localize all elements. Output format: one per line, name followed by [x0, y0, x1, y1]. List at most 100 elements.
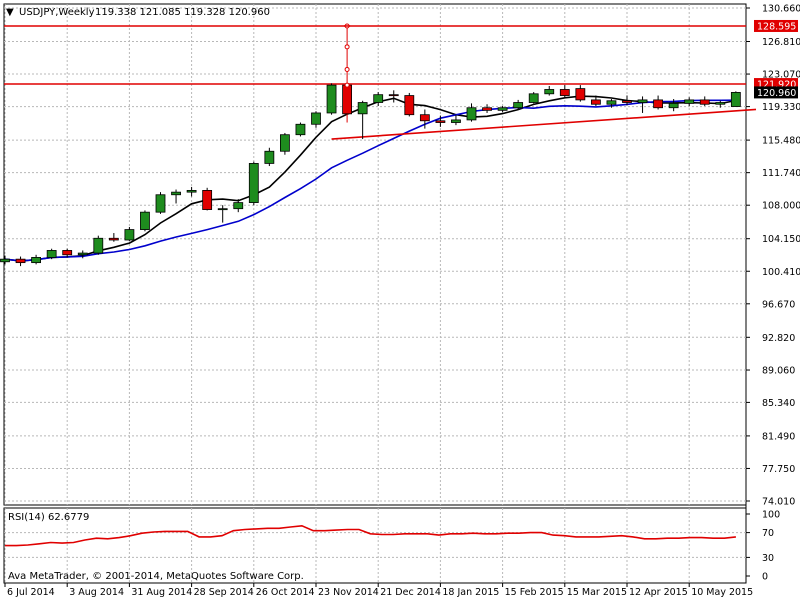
candle[interactable]	[217, 205, 228, 223]
candle[interactable]	[15, 256, 26, 267]
candle[interactable]	[171, 189, 181, 204]
x-tick-label: 12 Apr 2015	[629, 587, 688, 598]
candle[interactable]	[606, 99, 617, 108]
candle[interactable]	[0, 255, 10, 265]
candle[interactable]	[559, 85, 570, 98]
candle[interactable]	[730, 91, 741, 107]
candle[interactable]	[295, 122, 306, 137]
x-tick-label: 6 Jul 2014	[7, 587, 55, 598]
x-tick-label: 10 May 2015	[691, 587, 753, 598]
candle[interactable]	[124, 226, 135, 241]
y-tick-label: 111.740	[762, 168, 800, 179]
candle-body	[202, 190, 213, 210]
candle[interactable]	[77, 250, 88, 259]
candle[interactable]	[451, 114, 461, 126]
rsi-tick-label: 70	[762, 528, 774, 539]
y-tick-label: 92.820	[762, 333, 795, 344]
candle[interactable]	[357, 100, 368, 140]
candle-body	[435, 120, 446, 123]
candle-body	[311, 112, 321, 125]
y-tick-label: 85.340	[762, 398, 795, 409]
candle-body	[404, 95, 415, 116]
trend-line[interactable]	[331, 108, 757, 140]
candle[interactable]	[653, 95, 663, 110]
candle[interactable]	[699, 96, 710, 106]
candle[interactable]	[497, 105, 508, 113]
candle-body	[46, 250, 57, 258]
candle[interactable]	[388, 90, 399, 103]
candle-body	[482, 107, 492, 111]
candle[interactable]	[435, 115, 446, 127]
candle[interactable]	[264, 147, 275, 167]
candle[interactable]	[419, 109, 430, 129]
candle-body	[668, 102, 679, 109]
candle[interactable]	[155, 192, 166, 214]
ma-slow-line[interactable]	[4, 99, 736, 262]
candle-body	[357, 102, 368, 115]
candle-body	[186, 190, 197, 193]
price-tag-label: 128.595	[757, 21, 796, 32]
candle[interactable]	[62, 248, 73, 258]
y-tick-label: 123.070	[762, 70, 800, 81]
candle-body	[15, 258, 26, 264]
candle-body	[528, 93, 539, 103]
x-tick-label: 26 Oct 2014	[256, 587, 315, 598]
candle-body	[62, 250, 73, 256]
candle-body	[606, 100, 617, 105]
candle[interactable]	[404, 92, 415, 117]
candle[interactable]	[248, 161, 259, 206]
candle-body	[93, 237, 104, 254]
moving-averages-layer	[4, 95, 757, 262]
candle[interactable]	[140, 210, 150, 232]
candle-body	[279, 134, 290, 152]
ma-fast-line[interactable]	[4, 95, 737, 262]
candle-body	[497, 107, 508, 111]
candle-body	[559, 89, 570, 96]
y-tick-label: 89.060	[762, 366, 795, 377]
rsi-title: RSI(14) 62.6779	[8, 512, 89, 523]
candle[interactable]	[668, 99, 679, 112]
candle-body	[295, 123, 306, 136]
candle-body	[622, 100, 632, 103]
candle[interactable]	[279, 132, 290, 155]
candle-body	[77, 252, 88, 256]
candle[interactable]	[31, 254, 42, 265]
candle[interactable]	[46, 248, 57, 260]
candle[interactable]	[326, 83, 337, 115]
candle[interactable]	[513, 99, 524, 110]
candle[interactable]	[466, 103, 477, 122]
candle[interactable]	[311, 111, 321, 128]
candle[interactable]	[622, 95, 632, 106]
candle[interactable]	[544, 85, 555, 96]
candle[interactable]	[93, 235, 104, 255]
rsi-layer: 100 70 30 0	[4, 510, 780, 583]
symbol-title: USDJPY,Weekly	[19, 7, 95, 18]
y-tick-label: 74.010	[762, 497, 795, 508]
candle-body	[342, 84, 353, 115]
candle-body	[217, 208, 228, 211]
candle[interactable]	[575, 85, 586, 102]
x-tick-label: 31 Aug 2014	[131, 587, 192, 598]
candle[interactable]	[202, 187, 213, 211]
candle[interactable]	[591, 95, 601, 106]
candle[interactable]	[482, 104, 492, 113]
chart-menu-arrow-icon[interactable]: ▼	[6, 7, 14, 18]
y-tick-label: 130.660	[762, 4, 800, 15]
y-tick-label: 104.150	[762, 234, 800, 245]
candle[interactable]	[373, 92, 384, 106]
candle[interactable]	[528, 92, 539, 104]
candle[interactable]	[684, 97, 695, 106]
candle[interactable]	[233, 199, 244, 213]
candle[interactable]	[108, 233, 119, 242]
rsi-pane	[3, 507, 747, 584]
candle[interactable]	[186, 186, 197, 197]
candle[interactable]	[637, 96, 648, 113]
candles-layer	[0, 23, 741, 267]
spike-marker	[344, 66, 350, 72]
copyright-text: Ava MetaTrader, © 2001-2014, MetaQuotes …	[8, 571, 304, 582]
y-tick-label: 96.670	[762, 299, 795, 310]
candle-body	[373, 94, 384, 103]
candle[interactable]	[715, 100, 726, 108]
rsi-line[interactable]	[5, 524, 736, 547]
